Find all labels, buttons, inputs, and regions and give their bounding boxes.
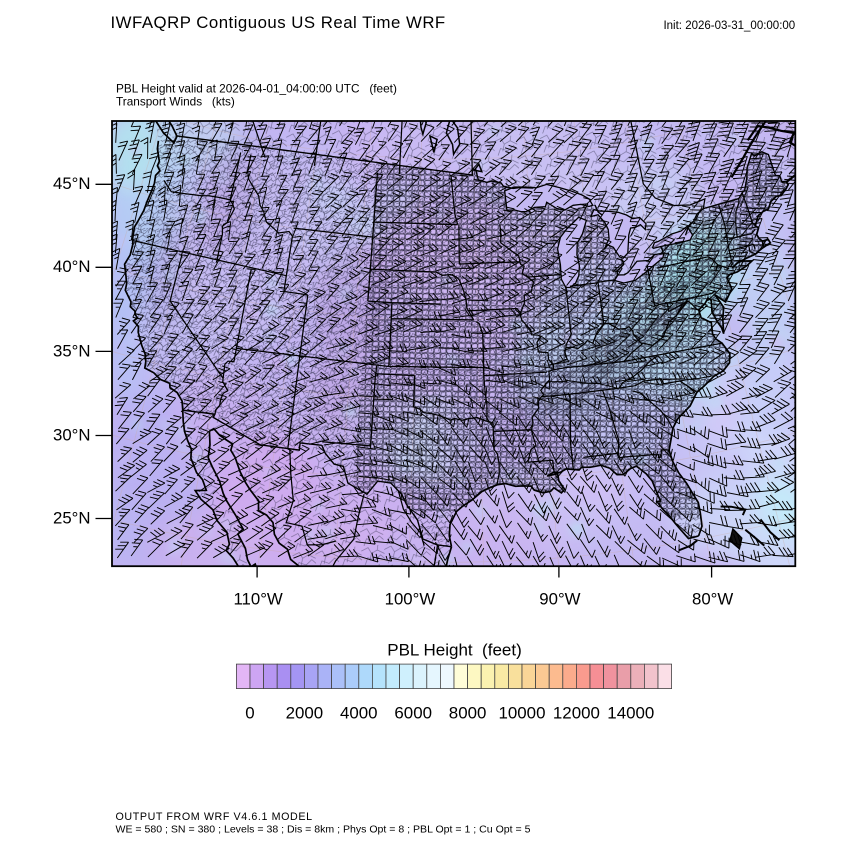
svg-text:2000: 2000 bbox=[286, 703, 324, 722]
svg-text:80°W: 80°W bbox=[692, 589, 733, 608]
svg-text:OUTPUT FROM WRF V4.6.1 MODEL: OUTPUT FROM WRF V4.6.1 MODEL bbox=[116, 811, 313, 823]
svg-text:0: 0 bbox=[245, 703, 254, 722]
svg-text:WE = 580 ; SN = 380 ; Levels =: WE = 580 ; SN = 380 ; Levels = 38 ; Dis … bbox=[116, 823, 531, 835]
svg-text:10000: 10000 bbox=[499, 703, 546, 722]
svg-text:6000: 6000 bbox=[394, 703, 432, 722]
svg-text:Transport Winds (kts): Transport Winds (kts) bbox=[116, 94, 235, 108]
svg-text:100°W: 100°W bbox=[385, 589, 436, 608]
svg-text:PBL Height valid at 2026-04-01: PBL Height valid at 2026-04-01_04:00:00 … bbox=[116, 82, 397, 96]
svg-text:PBL Height (feet): PBL Height (feet) bbox=[387, 641, 522, 660]
svg-text:Init: 2026-03-31_00:00:00: Init: 2026-03-31_00:00:00 bbox=[663, 20, 795, 32]
svg-text:45°N: 45°N bbox=[53, 174, 91, 193]
svg-text:8000: 8000 bbox=[449, 703, 487, 722]
svg-text:35°N: 35°N bbox=[53, 341, 91, 360]
svg-text:IWFAQRP Contiguous US Real Tim: IWFAQRP Contiguous US Real Time WRF bbox=[111, 13, 446, 32]
svg-text:30°N: 30°N bbox=[53, 425, 91, 444]
svg-text:12000: 12000 bbox=[553, 703, 600, 722]
svg-text:4000: 4000 bbox=[340, 703, 378, 722]
svg-text:25°N: 25°N bbox=[53, 508, 91, 527]
svg-text:90°W: 90°W bbox=[539, 589, 580, 608]
svg-text:14000: 14000 bbox=[607, 703, 654, 722]
svg-text:110°W: 110°W bbox=[233, 589, 282, 608]
svg-text:40°N: 40°N bbox=[53, 257, 91, 276]
